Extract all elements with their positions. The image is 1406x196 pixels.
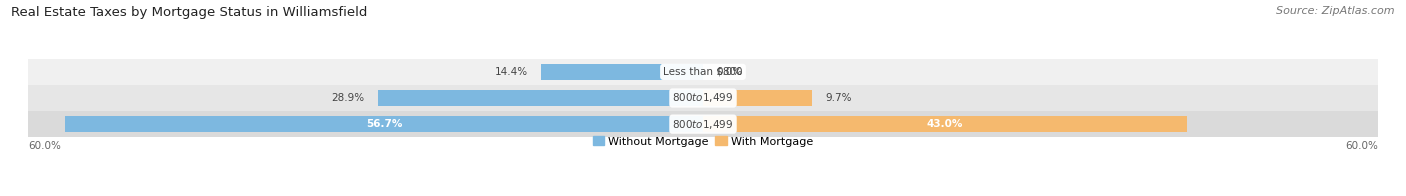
- Bar: [378, 90, 703, 106]
- Text: Source: ZipAtlas.com: Source: ZipAtlas.com: [1277, 6, 1395, 16]
- Text: 9.7%: 9.7%: [825, 93, 852, 103]
- Text: $800 to $1,499: $800 to $1,499: [672, 118, 734, 131]
- Text: $800 to $1,499: $800 to $1,499: [672, 92, 734, 104]
- Text: 60.0%: 60.0%: [28, 141, 60, 151]
- Text: 60.0%: 60.0%: [1346, 141, 1378, 151]
- Bar: [28, 85, 1378, 111]
- Bar: [541, 64, 703, 80]
- Text: 56.7%: 56.7%: [366, 119, 402, 129]
- Bar: [28, 59, 1378, 85]
- Text: 14.4%: 14.4%: [495, 67, 527, 77]
- Text: 43.0%: 43.0%: [927, 119, 963, 129]
- Bar: [703, 90, 813, 106]
- Text: 0.0%: 0.0%: [717, 67, 742, 77]
- Text: Less than $800: Less than $800: [664, 67, 742, 77]
- Legend: Without Mortgage, With Mortgage: Without Mortgage, With Mortgage: [588, 132, 818, 151]
- Text: 28.9%: 28.9%: [332, 93, 364, 103]
- Bar: [703, 116, 1187, 132]
- Bar: [28, 111, 1378, 137]
- Text: Real Estate Taxes by Mortgage Status in Williamsfield: Real Estate Taxes by Mortgage Status in …: [11, 6, 367, 19]
- Bar: [65, 116, 703, 132]
